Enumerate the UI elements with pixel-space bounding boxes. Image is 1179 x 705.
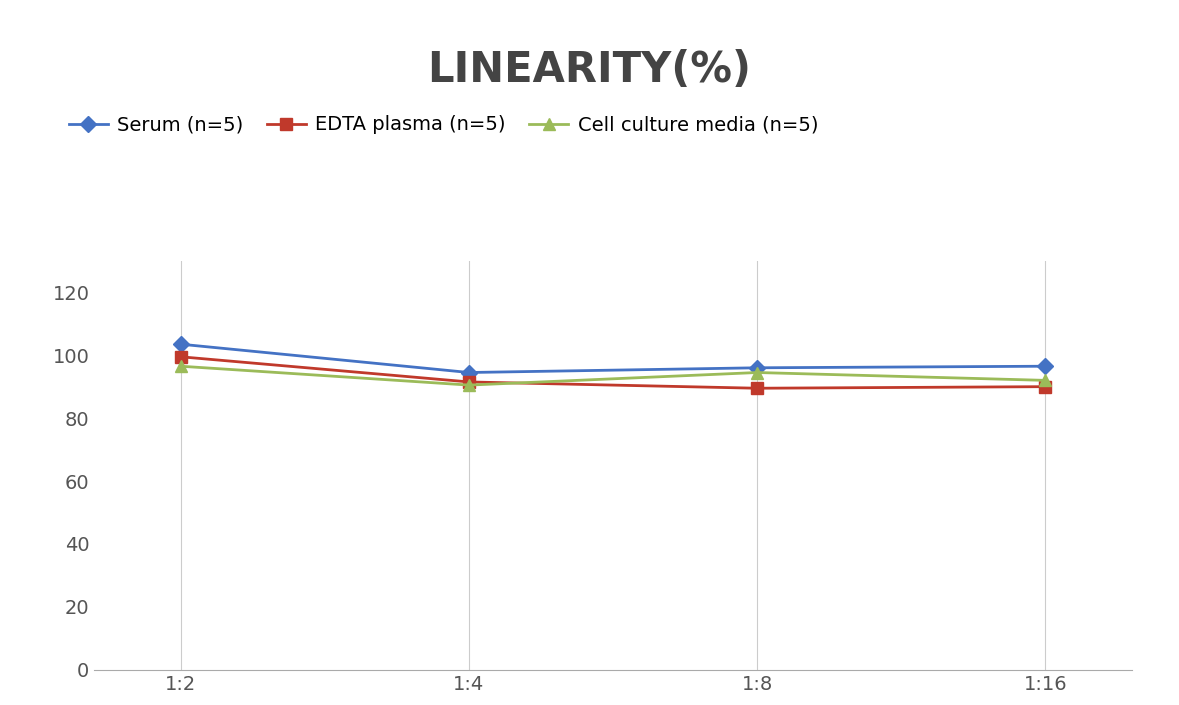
EDTA plasma (n=5) bbox=[462, 378, 476, 386]
EDTA plasma (n=5) bbox=[750, 384, 764, 393]
Serum (n=5) bbox=[750, 364, 764, 372]
Cell culture media (n=5) bbox=[462, 381, 476, 389]
Cell culture media (n=5) bbox=[750, 368, 764, 376]
Line: Cell culture media (n=5): Cell culture media (n=5) bbox=[176, 361, 1050, 391]
Serum (n=5) bbox=[1039, 362, 1053, 370]
Text: LINEARITY(%): LINEARITY(%) bbox=[428, 49, 751, 92]
Line: EDTA plasma (n=5): EDTA plasma (n=5) bbox=[176, 351, 1050, 394]
EDTA plasma (n=5) bbox=[173, 352, 187, 361]
EDTA plasma (n=5) bbox=[1039, 382, 1053, 391]
Cell culture media (n=5) bbox=[1039, 376, 1053, 385]
Legend: Serum (n=5), EDTA plasma (n=5), Cell culture media (n=5): Serum (n=5), EDTA plasma (n=5), Cell cul… bbox=[68, 116, 818, 135]
Serum (n=5) bbox=[173, 340, 187, 348]
Line: Serum (n=5): Serum (n=5) bbox=[176, 338, 1050, 378]
Serum (n=5) bbox=[462, 368, 476, 376]
Cell culture media (n=5) bbox=[173, 362, 187, 370]
